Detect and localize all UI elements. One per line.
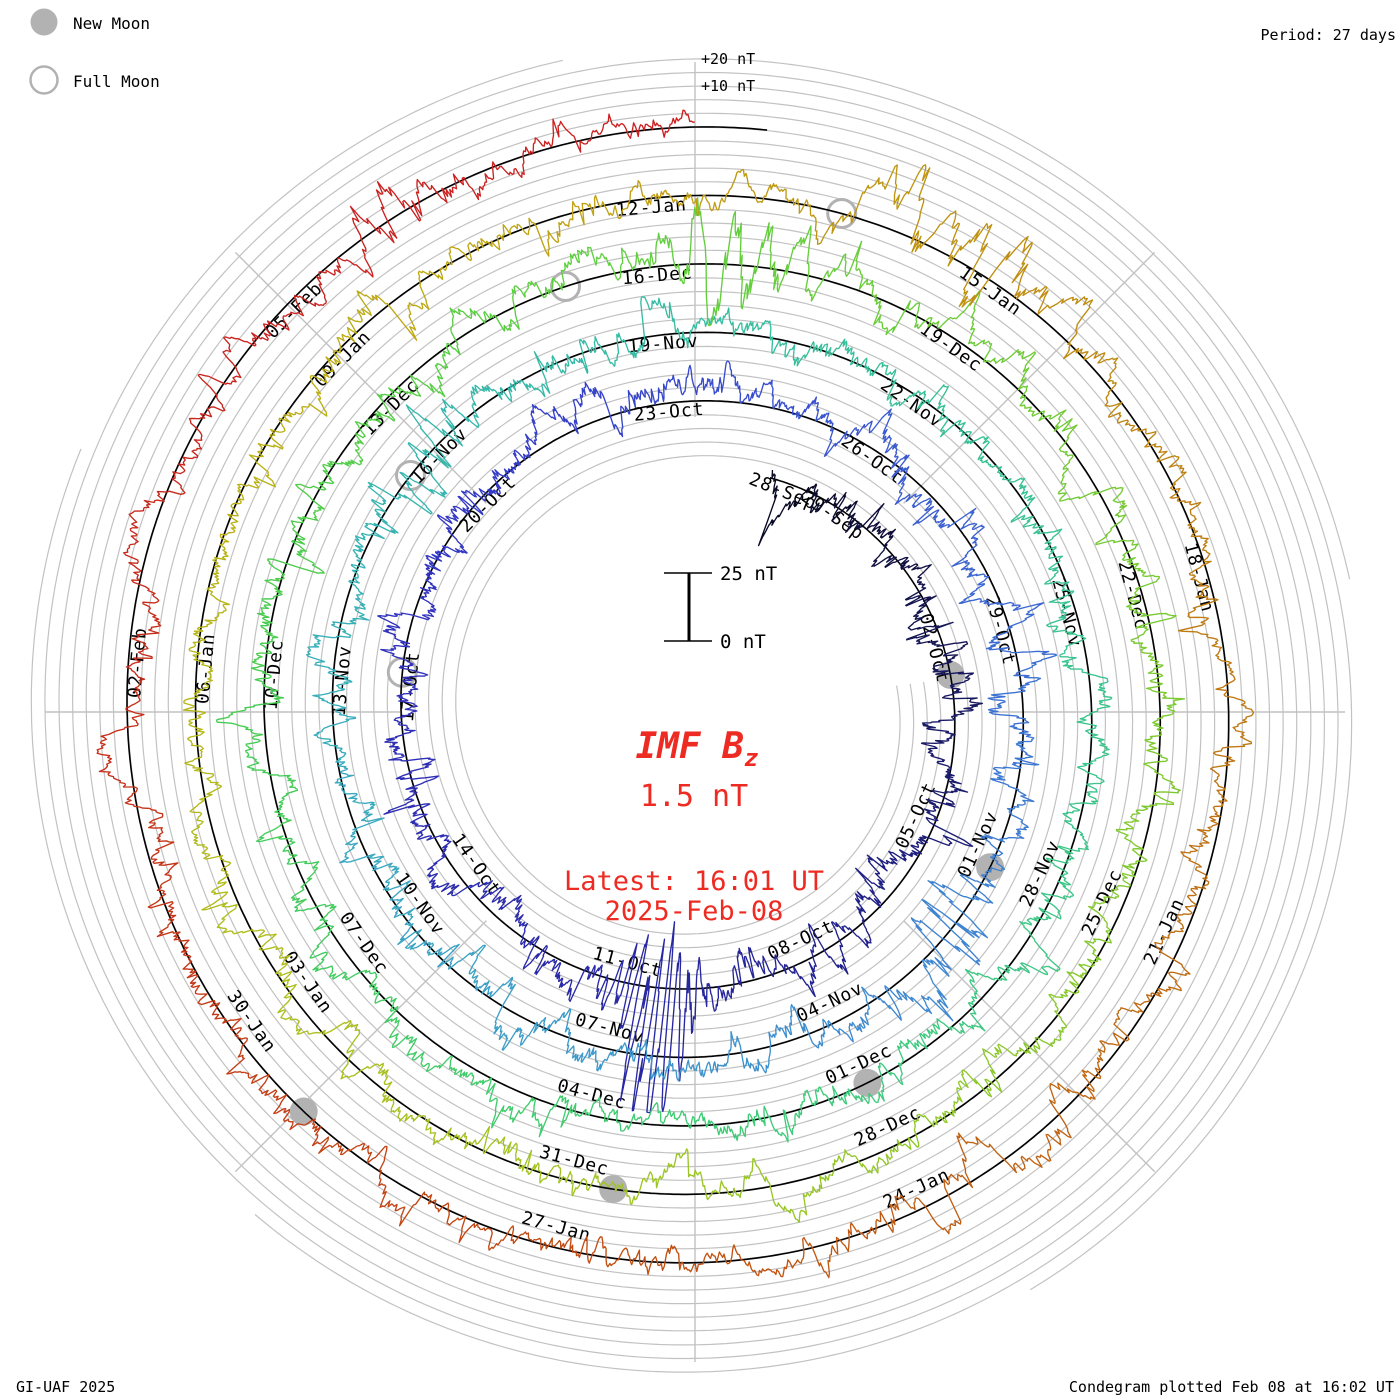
scale-bar-top-label: 25 nT <box>720 563 777 585</box>
full-moon-marker-13-Jan <box>826 198 858 229</box>
date-label-22-Dec: 22-Dec <box>1113 558 1152 632</box>
plus10-label: +10 nT <box>701 77 755 95</box>
spokes-layer <box>45 62 1345 1362</box>
date-label-07-Dec: 07-Dec <box>335 908 393 978</box>
imf-bz-value: 1.5 nT <box>640 779 748 814</box>
plus20-label: +20 nT <box>701 50 755 68</box>
scale-bar-bottom-label: 0 nT <box>720 631 766 653</box>
full-moon-icon <box>29 65 59 95</box>
date-label-29-Sep: 29-Sep <box>798 487 868 545</box>
scale-bar <box>664 572 712 642</box>
date-label-18-Jan: 18-Jan <box>1180 541 1219 615</box>
date-label-30-Jan: 30-Jan <box>223 987 281 1057</box>
date-label-19-Dec: 19-Dec <box>916 318 986 376</box>
moon-legend: New Moon Full Moon <box>29 8 160 95</box>
date-label-06-Jan: 06-Jan <box>192 632 219 705</box>
date-label-04-Nov: 04-Nov <box>793 978 866 1027</box>
date-label-28-Dec: 28-Dec <box>851 1102 924 1151</box>
bz-trace-layer <box>96 109 1255 1279</box>
plotted-timestamp: Condegram plotted Feb 08 at 16:02 UT <box>1069 1378 1394 1396</box>
date-label-10-Dec: 10-Dec <box>261 638 288 711</box>
baseline-layer <box>126 126 1230 1264</box>
latest-date-label: 2025-Feb-08 <box>605 896 784 927</box>
latest-time-label: Latest: 16:01 UT <box>564 866 824 897</box>
period-label: Period: 27 days <box>1261 26 1396 44</box>
center-annotation: IMF Bz 1.5 nT Latest: 16:01 UT 2025-Feb-… <box>564 726 824 927</box>
new-moon-icon <box>30 8 58 36</box>
full-moon-marker-15-Dec <box>550 271 581 302</box>
date-label-28-Nov: 28-Nov <box>1016 837 1065 910</box>
date-label-13-Nov: 13-Nov <box>329 644 356 717</box>
date-label-23-Oct: 23-Oct <box>633 399 706 426</box>
imf-bz-title: IMF Bz <box>636 726 759 772</box>
date-label-15-Jan: 15-Jan <box>955 262 1025 320</box>
credit-label: GI-UAF 2025 <box>16 1378 115 1396</box>
radial-scale-labels: +20 nT +10 nT <box>701 50 755 95</box>
new-moon-label: New Moon <box>73 14 150 33</box>
full-moon-label: Full Moon <box>73 72 160 91</box>
date-label-10-Nov: 10-Nov <box>391 869 449 939</box>
